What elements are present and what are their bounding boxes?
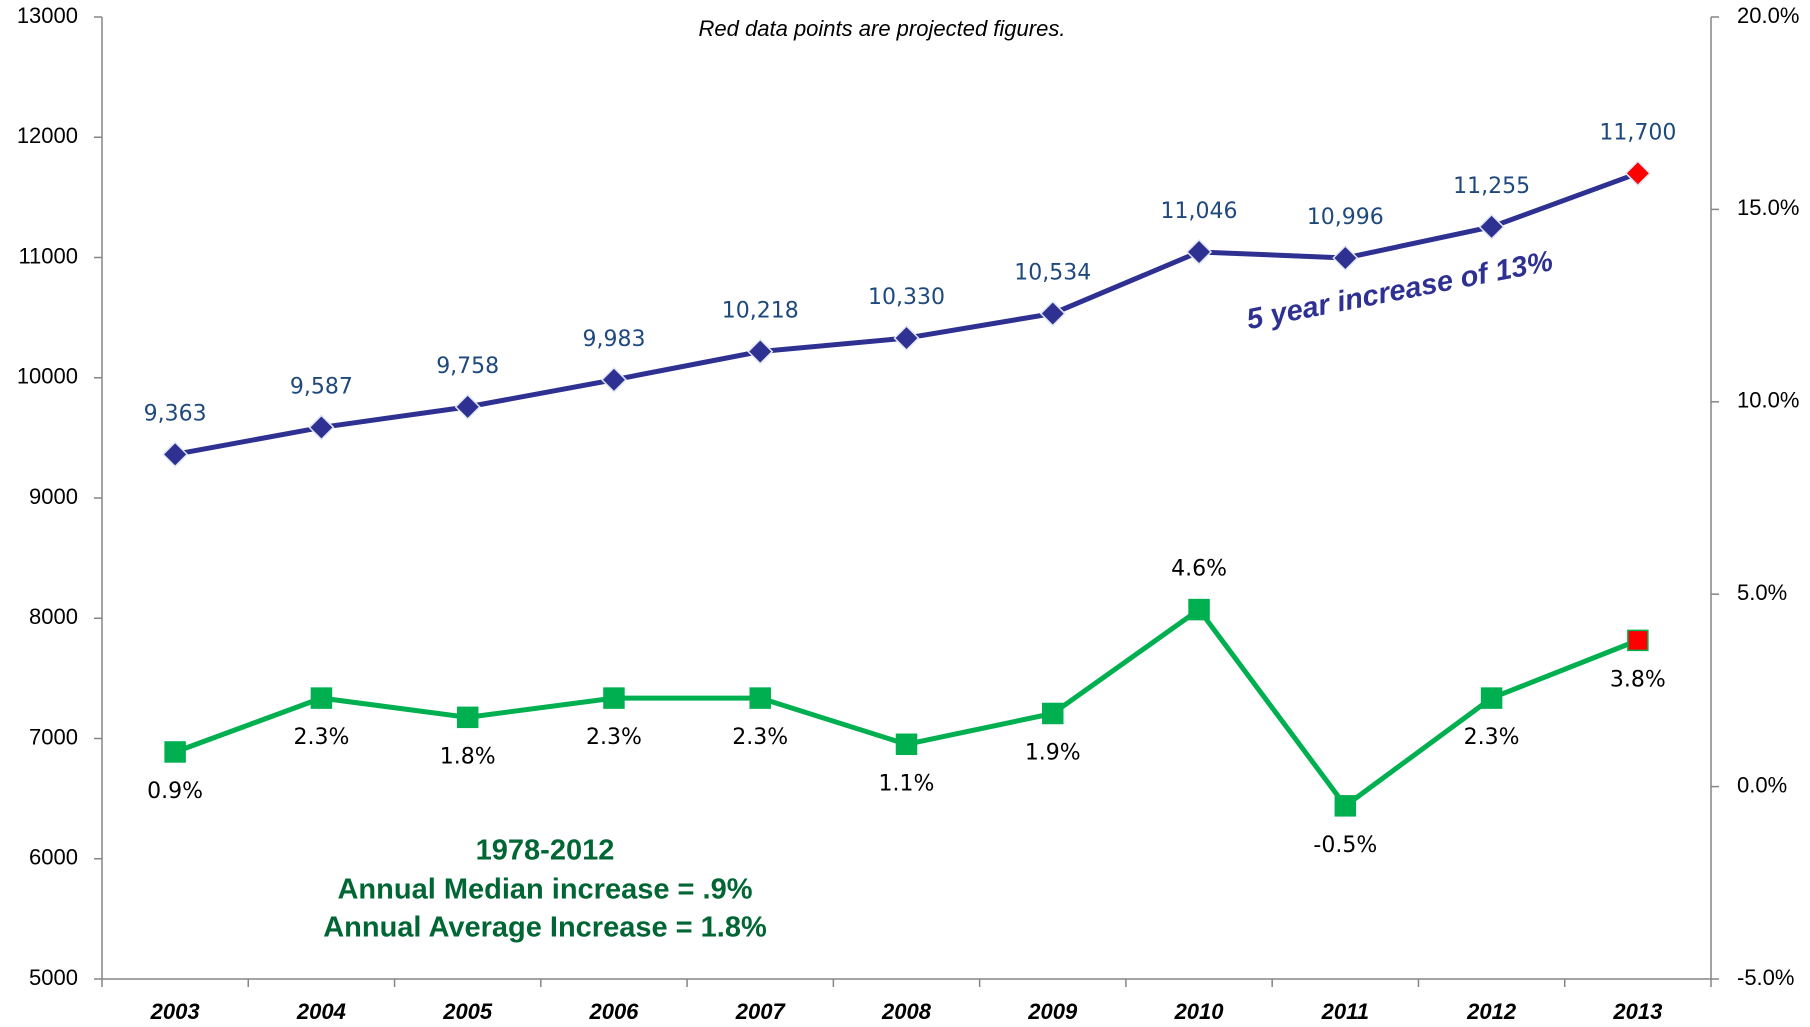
- data-label: 9,363: [144, 401, 207, 426]
- marker: [747, 338, 774, 365]
- annotation: 5 year increase of 13%: [1244, 245, 1556, 336]
- marker: [454, 393, 481, 420]
- marker: [600, 366, 628, 393]
- marker: [1039, 300, 1066, 327]
- marker: [1042, 702, 1064, 725]
- marker: [1624, 160, 1651, 187]
- data-label: 2.3%: [732, 725, 788, 750]
- data-label: 9,758: [436, 354, 499, 379]
- y2-tick-label: 5.0%: [1737, 580, 1787, 605]
- marker: [456, 706, 479, 729]
- data-label: 1.9%: [1025, 740, 1081, 765]
- marker: [1185, 238, 1213, 266]
- data-label: 10,534: [1014, 261, 1091, 286]
- data-label: 11,046: [1161, 199, 1238, 224]
- marker: [603, 687, 625, 709]
- marker: [1188, 598, 1210, 621]
- data-label: 2.3%: [586, 725, 642, 750]
- x-tick-label: 2009: [1027, 999, 1078, 1024]
- annotation: 1978-2012: [476, 835, 615, 867]
- x-tick-label: 2004: [296, 999, 346, 1024]
- y2-tick-label: 15.0%: [1737, 195, 1799, 220]
- x-tick-label: 2011: [1321, 999, 1369, 1024]
- y-tick-label: 8000: [29, 604, 78, 629]
- y2-tick-label: 10.0%: [1737, 388, 1799, 413]
- marker: [1480, 687, 1503, 709]
- y2-tick-label: 0.0%: [1737, 772, 1787, 797]
- y-tick-label: 11000: [18, 243, 78, 268]
- marker: [895, 733, 918, 756]
- data-label: 10,218: [722, 299, 799, 324]
- annotation: Annual Average Increase = 1.8%: [323, 912, 767, 944]
- x-tick-label: 2003: [150, 999, 200, 1024]
- marker: [310, 687, 333, 709]
- y-tick-label: 5000: [29, 965, 78, 990]
- y-tick-label: 10000: [17, 364, 78, 389]
- y-tick-label: 12000: [17, 123, 78, 148]
- x-tick-label: 2010: [1174, 999, 1225, 1024]
- y2-tick-label: 20.0%: [1737, 3, 1799, 28]
- data-label: 1.1%: [879, 771, 935, 796]
- annotation: Annual Median increase = .9%: [337, 874, 752, 906]
- data-label: 1.8%: [440, 744, 496, 769]
- x-tick-label: 2006: [588, 999, 639, 1024]
- data-label: 2.3%: [293, 725, 349, 750]
- x-tick-label: 2012: [1466, 999, 1517, 1024]
- y2-tick-label: -5.0%: [1737, 965, 1794, 990]
- series-line: [174, 170, 1639, 457]
- marker: [162, 441, 189, 468]
- data-label: 9,983: [582, 327, 645, 352]
- marker: [1478, 213, 1505, 240]
- data-label: 4.6%: [1171, 557, 1227, 582]
- x-tick-label: 2005: [442, 999, 493, 1024]
- marker: [893, 325, 920, 352]
- y-tick-label: 13000: [17, 3, 78, 28]
- marker: [164, 741, 186, 763]
- y-tick-label: 6000: [29, 845, 78, 870]
- data-label: 10,330: [868, 285, 945, 310]
- data-label: -0.5%: [1313, 833, 1377, 858]
- marker: [749, 687, 771, 709]
- x-tick-label: 2013: [1612, 999, 1662, 1024]
- marker: [1334, 795, 1357, 817]
- note: Red data points are projected figures.: [699, 16, 1066, 41]
- data-label: 2.3%: [1464, 725, 1520, 750]
- data-label: 0.9%: [147, 779, 203, 804]
- y-tick-label: 7000: [29, 724, 78, 749]
- x-tick-label: 2007: [735, 999, 787, 1024]
- data-label: 11,255: [1453, 174, 1530, 199]
- marker: [308, 414, 335, 441]
- marker: [1627, 629, 1649, 652]
- data-label: 9,587: [290, 374, 353, 399]
- data-label: 11,700: [1599, 120, 1676, 145]
- y-tick-label: 9000: [29, 484, 78, 509]
- x-tick-label: 2008: [881, 999, 932, 1024]
- marker: [1332, 244, 1359, 272]
- data-label: 10,996: [1307, 205, 1384, 230]
- data-label: 3.8%: [1610, 667, 1666, 692]
